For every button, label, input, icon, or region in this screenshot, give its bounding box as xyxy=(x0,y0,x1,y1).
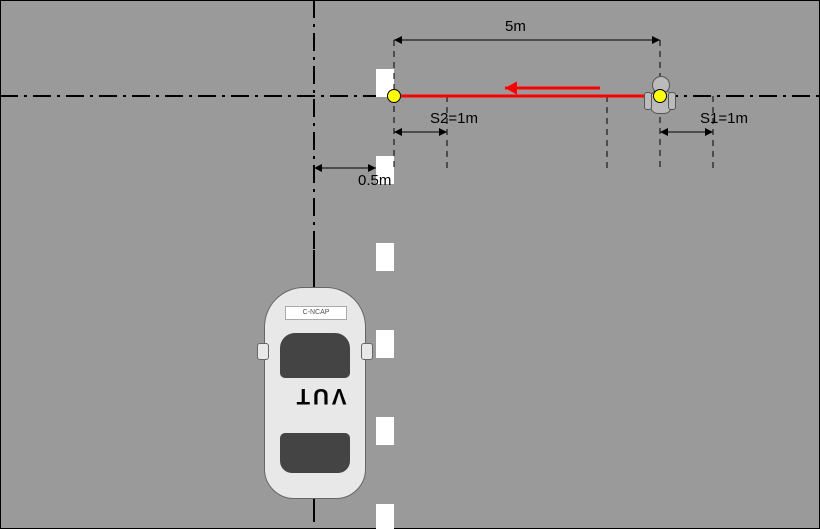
pedestrian-arm-left xyxy=(644,92,652,110)
pedestrian-arm-right xyxy=(668,92,676,110)
diagram-canvas: 5m S2=1m S1=1m 0.5m C-NCAP VUT xyxy=(0,0,820,529)
dim-s2-label: S2=1m xyxy=(430,110,478,127)
car-label: VUT xyxy=(265,383,375,409)
car-mirror-left xyxy=(257,343,269,360)
car-mirror-right xyxy=(361,343,373,360)
dim-s1-label: S1=1m xyxy=(700,110,748,127)
car-windshield xyxy=(280,333,350,378)
vehicle-under-test: C-NCAP VUT xyxy=(259,282,369,502)
car-rear-window xyxy=(280,433,350,473)
dim-overall-label: 5m xyxy=(505,18,526,35)
path-start-dot xyxy=(387,89,401,103)
pedestrian-path-layer xyxy=(0,0,820,529)
path-end-dot xyxy=(653,89,667,103)
car-badge: C-NCAP xyxy=(285,306,347,320)
car-body: C-NCAP VUT xyxy=(264,287,366,499)
dim-offset-label: 0.5m xyxy=(358,172,391,189)
